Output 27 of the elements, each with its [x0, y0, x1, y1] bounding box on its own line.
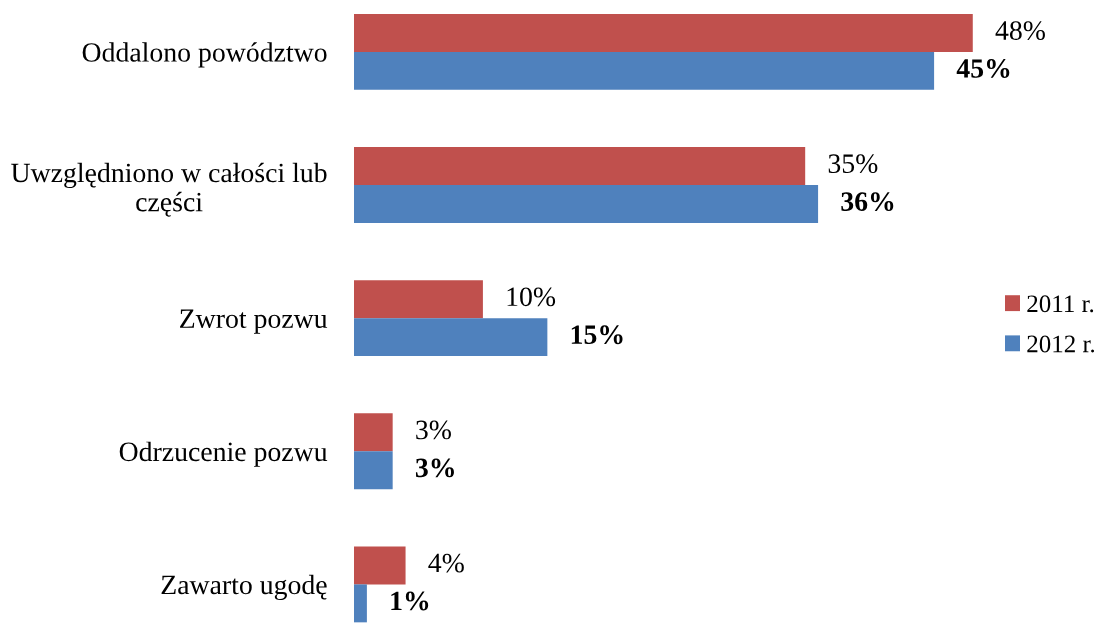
- bar: [354, 280, 483, 319]
- legend-label: 2011 r.: [1027, 295, 1094, 313]
- bar: [354, 451, 393, 490]
- bar: [354, 13, 973, 52]
- y-tick-label: Odrzucenie pozwu: [119, 441, 328, 467]
- y-tick-label: Oddalono powództwo: [82, 42, 327, 68]
- data-label: 3%: [416, 420, 451, 440]
- bar: [354, 318, 548, 357]
- data-label: 48%: [995, 21, 1045, 40]
- y-tick-label: Uwzględniono w całości lub części: [11, 162, 327, 217]
- bar: [354, 185, 819, 223]
- bar: [354, 413, 393, 452]
- bar: [354, 51, 935, 90]
- legend-label: 2012 r.: [1027, 335, 1095, 353]
- data-label: 36%: [841, 192, 894, 212]
- data-label: 3%: [415, 458, 454, 478]
- data-label: 35%: [828, 154, 878, 174]
- data-label: 15%: [571, 325, 623, 345]
- y-tick-label: Zwrot pozwu: [180, 309, 328, 334]
- data-label: 1%: [391, 591, 429, 611]
- data-label: 45%: [956, 59, 1010, 78]
- bar: [354, 147, 806, 186]
- y-tick-label: Zawarto ugodę: [161, 574, 327, 601]
- bar: [354, 546, 406, 585]
- bar: [354, 584, 367, 623]
- data-label: 4%: [428, 553, 464, 573]
- data-label: 10%: [507, 287, 556, 307]
